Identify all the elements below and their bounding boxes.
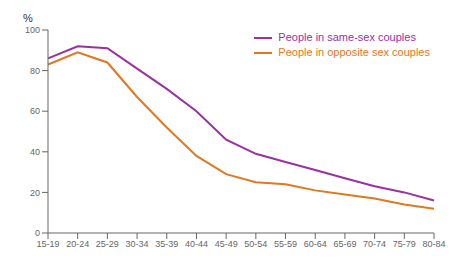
svg-text:60: 60	[30, 106, 40, 116]
svg-text:0: 0	[35, 228, 40, 238]
svg-text:50-54: 50-54	[244, 239, 267, 249]
html-text:People in same-sex couples: People in same-sex couples	[278, 31, 416, 43]
svg-text:35-39: 35-39	[155, 239, 178, 249]
svg-text:80: 80	[30, 66, 40, 76]
html-text:People in opposite sex couples: People in opposite sex couples	[278, 46, 430, 58]
svg-text:80-84: 80-84	[422, 239, 445, 249]
svg-text:65-69: 65-69	[333, 239, 356, 249]
svg-text:100: 100	[25, 25, 40, 35]
svg-text:40: 40	[30, 147, 40, 157]
svg-text:20-24: 20-24	[66, 239, 89, 249]
svg-text:75-79: 75-79	[393, 239, 416, 249]
svg-text:20: 20	[30, 188, 40, 198]
svg-text:25-29: 25-29	[96, 239, 119, 249]
svg-text:70-74: 70-74	[363, 239, 386, 249]
svg-text:%: %	[23, 12, 33, 24]
svg-text:60-64: 60-64	[304, 239, 327, 249]
svg-text:45-49: 45-49	[215, 239, 238, 249]
svg-text:30-34: 30-34	[126, 239, 149, 249]
svg-text:55-59: 55-59	[274, 239, 297, 249]
svg-text:40-44: 40-44	[185, 239, 208, 249]
svg-text:15-19: 15-19	[36, 239, 59, 249]
